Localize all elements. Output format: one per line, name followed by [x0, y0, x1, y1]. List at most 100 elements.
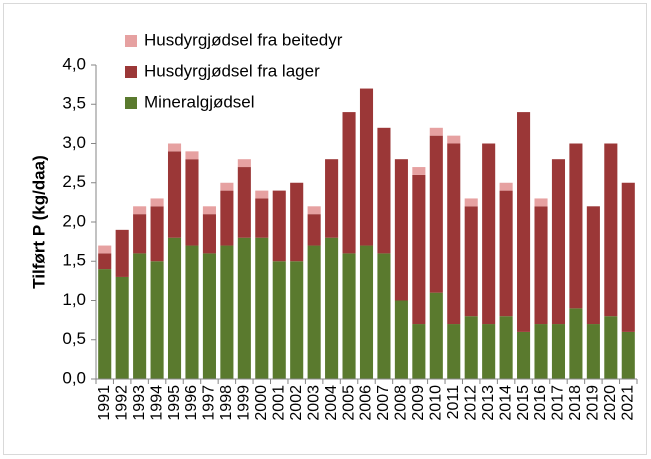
bar-segment	[185, 159, 199, 246]
bar-segment	[290, 182, 304, 262]
bar-segment	[447, 143, 461, 325]
bar-segment	[412, 174, 426, 325]
bar-segment	[133, 206, 147, 215]
x-tick-label: 1996	[183, 385, 200, 421]
x-tick-label: 2003	[305, 385, 322, 421]
bar-segment	[150, 261, 164, 379]
bar-segment	[359, 245, 374, 379]
bar-segment	[220, 245, 234, 379]
legend-label: Husdyrgjødsel fra beitedyr	[144, 30, 343, 49]
bar-segment	[307, 214, 321, 246]
bar-segment	[447, 135, 461, 144]
y-tick-label: 3,5	[62, 94, 86, 113]
bar-segment	[394, 159, 408, 301]
bar-segment	[464, 198, 478, 207]
bar-segment	[447, 324, 461, 379]
bar-segment	[185, 245, 199, 379]
bar-segment	[604, 143, 618, 317]
bar-segment	[167, 143, 182, 152]
bar-segment	[621, 331, 635, 379]
bar-segment	[412, 324, 426, 379]
y-axis-label: Tilført P (kg/daa)	[29, 155, 48, 289]
bar-segment	[342, 253, 356, 379]
bar-segment	[237, 167, 251, 238]
x-tick-label: 2006	[358, 385, 375, 421]
bar-segment	[325, 237, 339, 379]
bar-segment	[342, 112, 356, 254]
y-tick-label: 1,0	[62, 290, 86, 309]
x-tick-label: 2008	[393, 385, 410, 421]
x-tick-label: 2002	[288, 385, 305, 421]
legend-swatch	[125, 66, 137, 78]
bar-segment	[429, 135, 443, 293]
x-tick-label: 2014	[497, 385, 514, 421]
bar-segment	[167, 237, 182, 379]
bar-segment	[167, 151, 182, 238]
x-tick-label: 1992	[113, 385, 130, 421]
x-tick-label: 2007	[375, 385, 392, 421]
bar-segment	[551, 324, 566, 379]
bar-segment	[499, 182, 513, 191]
bar-segment	[569, 143, 583, 309]
bar-segment	[150, 198, 164, 207]
legend-label: Mineralgjødsel	[144, 92, 255, 111]
x-tick-label: 2019	[585, 385, 602, 421]
bar-segment	[115, 276, 129, 379]
bar-segment	[499, 190, 513, 317]
bar-segment	[98, 245, 112, 254]
bar-segment	[482, 143, 496, 325]
bar-segment	[586, 206, 600, 325]
bar-segment	[255, 198, 269, 238]
x-tick-label: 1993	[131, 385, 148, 421]
bar-segment	[98, 269, 112, 379]
x-tick-label: 2021	[619, 385, 636, 421]
bar-segment	[586, 324, 600, 379]
bar-segment	[307, 206, 321, 215]
x-tick-label: 2016	[532, 385, 549, 421]
bar-segment	[534, 206, 548, 325]
y-tick-label: 2,5	[62, 172, 86, 191]
x-tick-label: 2012	[462, 385, 479, 421]
bar-segment	[621, 182, 635, 332]
x-tick-label: 2009	[410, 385, 427, 421]
bar-segment	[255, 190, 269, 199]
y-tick-label: 3,0	[62, 133, 86, 152]
bar-segment	[150, 206, 164, 262]
legend-swatch	[125, 97, 137, 109]
y-tick-label: 4,0	[62, 54, 86, 73]
bar-segment	[115, 229, 129, 277]
bar-segment	[220, 182, 234, 191]
bar-segment	[412, 167, 426, 175]
bar-segment	[534, 324, 548, 379]
bar-segment	[377, 127, 391, 254]
y-tick-label: 2,0	[62, 211, 86, 230]
bar-segment	[185, 151, 199, 160]
bar-segment	[499, 316, 513, 379]
bar-segment	[133, 253, 147, 379]
x-tick-label: 2013	[480, 385, 497, 421]
bar-segment	[133, 214, 147, 254]
x-tick-label: 2017	[550, 385, 567, 421]
bar-segment	[377, 253, 391, 379]
bar-segment	[534, 198, 548, 207]
bar-segment	[482, 324, 496, 379]
x-tick-label: 2018	[567, 385, 584, 421]
x-tick-label: 2015	[515, 385, 532, 421]
bar-segment	[290, 261, 304, 379]
bar-segment	[202, 206, 216, 215]
bar-segment	[307, 245, 321, 379]
x-tick-label: 1995	[166, 385, 183, 421]
bar-segment	[272, 261, 286, 379]
bar-segment	[517, 112, 531, 332]
bar-segment	[202, 214, 216, 254]
bar-segment	[517, 331, 531, 379]
x-tick-label: 1991	[96, 385, 113, 421]
bar-segment	[429, 127, 443, 136]
bar-segment	[202, 253, 216, 379]
x-tick-label: 2000	[253, 385, 270, 421]
x-tick-label: 2010	[428, 385, 445, 421]
legend-label: Husdyrgjødsel fra lager	[144, 61, 320, 80]
x-tick-label: 1997	[201, 385, 218, 421]
x-tick-label: 2004	[323, 385, 340, 421]
